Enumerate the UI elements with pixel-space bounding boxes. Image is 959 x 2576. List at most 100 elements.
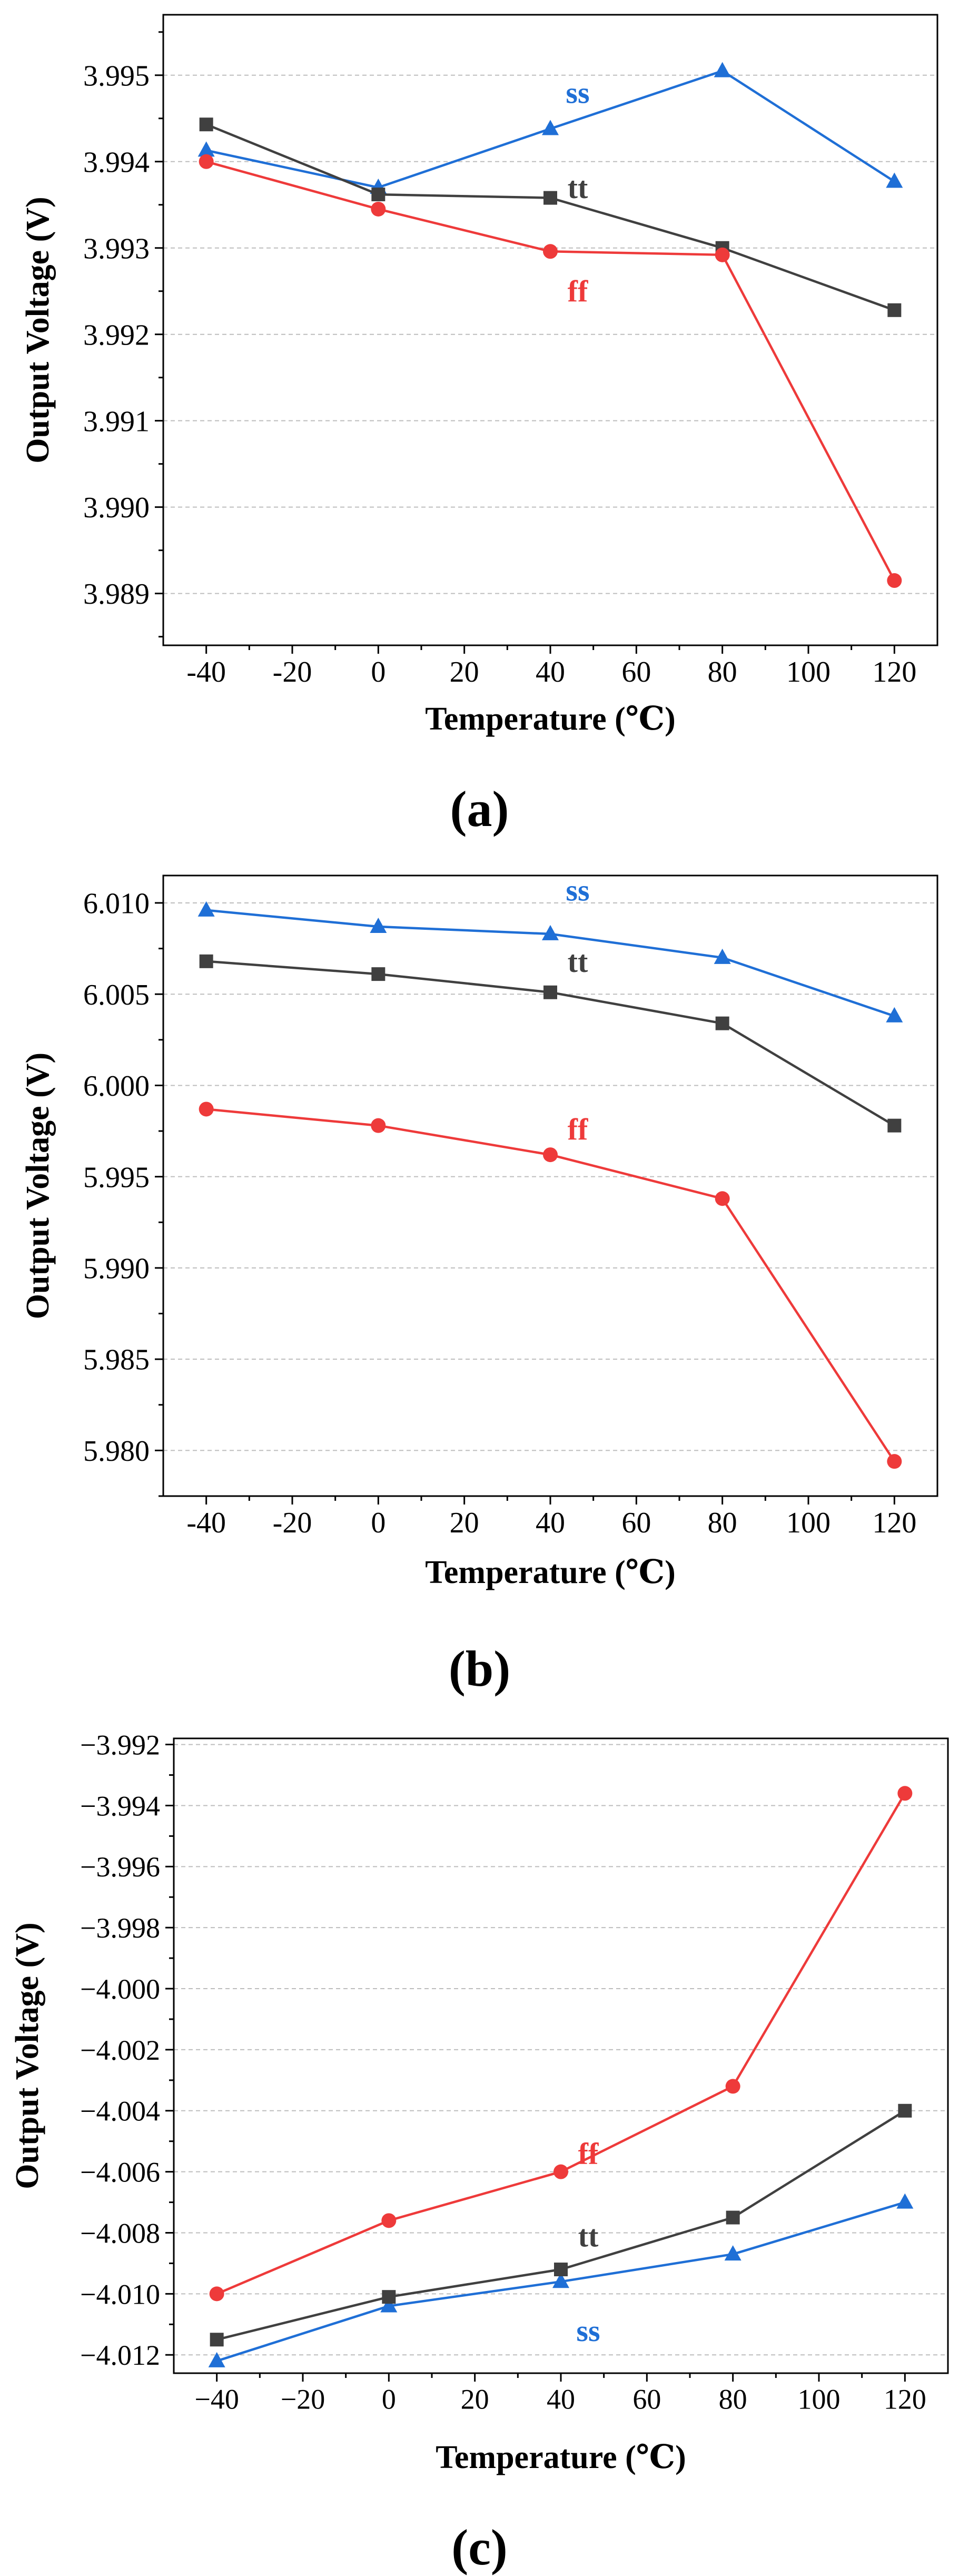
y-tick-label: −3.994 bbox=[80, 1790, 160, 1822]
x-tick-label: 0 bbox=[371, 1507, 385, 1539]
caption-b: (b) bbox=[448, 1640, 511, 1697]
series-ff-point bbox=[199, 154, 214, 169]
x-tick-label: 100 bbox=[786, 1507, 831, 1539]
series-ss-point bbox=[197, 141, 215, 157]
series-ff-point bbox=[371, 1118, 386, 1133]
y-tick-label: −4.002 bbox=[80, 2034, 160, 2066]
series-tt-point bbox=[726, 2210, 740, 2225]
series-tt-point bbox=[887, 303, 902, 317]
series-ss-point bbox=[542, 925, 559, 940]
x-tick-label: 0 bbox=[382, 2383, 396, 2415]
series-ff-line bbox=[216, 1793, 906, 2295]
series-ff-point bbox=[543, 244, 558, 259]
series-ff-point bbox=[381, 2213, 397, 2228]
y-tick-label: −4.012 bbox=[80, 2339, 160, 2371]
series-tt-point bbox=[371, 967, 385, 981]
series-tt-line bbox=[216, 2109, 906, 2341]
series-ff-point bbox=[199, 1102, 214, 1117]
x-tick-label: 120 bbox=[872, 1507, 916, 1539]
x-tick-label: 100 bbox=[798, 2383, 841, 2415]
series-tt-point bbox=[199, 954, 213, 968]
series-ff-point bbox=[553, 2164, 568, 2179]
y-tick-label: 3.994 bbox=[83, 146, 150, 179]
y-tick-label: 3.995 bbox=[83, 60, 150, 92]
series-ff-point bbox=[543, 1147, 558, 1163]
y-tick-label: 3.993 bbox=[83, 232, 150, 265]
series-ss-label: ss bbox=[566, 76, 589, 110]
series-tt-label: tt bbox=[578, 2219, 599, 2253]
x-tick-label: −20 bbox=[281, 2383, 325, 2415]
x-tick-label: 120 bbox=[884, 2383, 926, 2415]
series-ff-point bbox=[887, 573, 902, 588]
y-axis-label: Output Voltage (V) bbox=[9, 1922, 45, 2189]
series-ff-point bbox=[371, 201, 386, 217]
y-tick-label: −3.996 bbox=[80, 1851, 160, 1883]
y-axis-label: Output Voltage (V) bbox=[20, 196, 56, 463]
x-tick-label: 80 bbox=[719, 2383, 747, 2415]
x-tick-label: 0 bbox=[371, 656, 385, 689]
series-ss-point bbox=[542, 120, 559, 135]
y-tick-label: 3.989 bbox=[83, 578, 150, 611]
series-ss-point bbox=[208, 2352, 225, 2367]
series-ff-point bbox=[897, 1786, 913, 1801]
series-ss-point bbox=[724, 2245, 742, 2261]
series-ff-label: ff bbox=[568, 274, 588, 309]
chart-a: 3.989 3.990 3.991 3.992 3.993 3.994 3.995 -40 -2… bbox=[20, 14, 938, 737]
series-tt-point bbox=[210, 2333, 224, 2347]
plot-frame bbox=[162, 14, 938, 646]
x-axis-label: Temperature (℃) bbox=[425, 701, 675, 737]
y-tick-label: −3.992 bbox=[80, 1729, 160, 1761]
series-tt-point bbox=[887, 1118, 902, 1133]
plot-frame bbox=[162, 874, 938, 1497]
y-tick-label: −4.000 bbox=[80, 1973, 160, 2005]
series-tt-point bbox=[371, 188, 385, 202]
y-tick-label: −4.008 bbox=[80, 2217, 160, 2249]
series-ff-label: ff bbox=[568, 1113, 588, 1147]
x-tick-label: 60 bbox=[621, 1507, 651, 1539]
y-tick-label: 6.005 bbox=[83, 979, 150, 1011]
x-tick-label: 100 bbox=[786, 656, 831, 689]
x-tick-label: 80 bbox=[708, 1507, 737, 1539]
series-tt-point bbox=[554, 2263, 568, 2277]
y-tick-label: 3.991 bbox=[83, 405, 150, 438]
y-tick-label: −4.006 bbox=[80, 2157, 160, 2188]
series-ss-point bbox=[552, 2273, 569, 2288]
x-tick-label: -20 bbox=[273, 1507, 312, 1539]
series-tt-label: tt bbox=[568, 171, 588, 205]
series-ff-point bbox=[715, 1191, 730, 1206]
x-tick-label: 20 bbox=[450, 1507, 479, 1539]
series-tt-point bbox=[543, 985, 557, 999]
series-ss-point bbox=[714, 62, 731, 77]
series-tt-point bbox=[898, 2103, 912, 2118]
series-ff-label: ff bbox=[578, 2137, 599, 2171]
series-ss-point bbox=[886, 1007, 903, 1022]
x-tick-label: 40 bbox=[547, 2383, 575, 2415]
series-ff-line bbox=[206, 160, 896, 582]
chart-b: 5.980 5.985 5.990 5.995 6.000 6.005 6.010 -40 -2… bbox=[20, 873, 938, 1590]
y-tick-label: −3.998 bbox=[80, 1912, 160, 1944]
series-ss-point bbox=[370, 918, 387, 933]
x-tick-label: 40 bbox=[536, 1507, 565, 1539]
x-tick-label: 60 bbox=[632, 2383, 661, 2415]
series-ss-point bbox=[380, 2297, 398, 2313]
y-tick-label: −4.004 bbox=[80, 2096, 160, 2127]
series-ss-point bbox=[197, 901, 215, 917]
series-tt-point bbox=[543, 191, 557, 205]
series-ss-label: ss bbox=[576, 2314, 600, 2348]
series-ff-point bbox=[209, 2286, 224, 2302]
y-tick-label: 6.000 bbox=[83, 1070, 150, 1103]
x-axis-label: Temperature (℃) bbox=[436, 2440, 686, 2475]
y-tick-label: 5.995 bbox=[83, 1161, 150, 1194]
series-tt-point bbox=[715, 1016, 729, 1030]
x-tick-label: 20 bbox=[450, 656, 479, 689]
y-tick-label: 5.980 bbox=[83, 1435, 150, 1468]
caption-a: (a) bbox=[450, 781, 509, 837]
caption-c: (c) bbox=[451, 2519, 508, 2575]
series-tt-line bbox=[205, 123, 895, 311]
x-tick-label: 80 bbox=[708, 656, 737, 689]
series-ss-point bbox=[886, 172, 903, 188]
series-tt-point bbox=[199, 117, 213, 132]
chart-c: −4.012 −4.010 −4.008 −4.006 −4.004 −4.002 −4.0… bbox=[9, 1729, 949, 2475]
series-ff-point bbox=[715, 247, 730, 262]
